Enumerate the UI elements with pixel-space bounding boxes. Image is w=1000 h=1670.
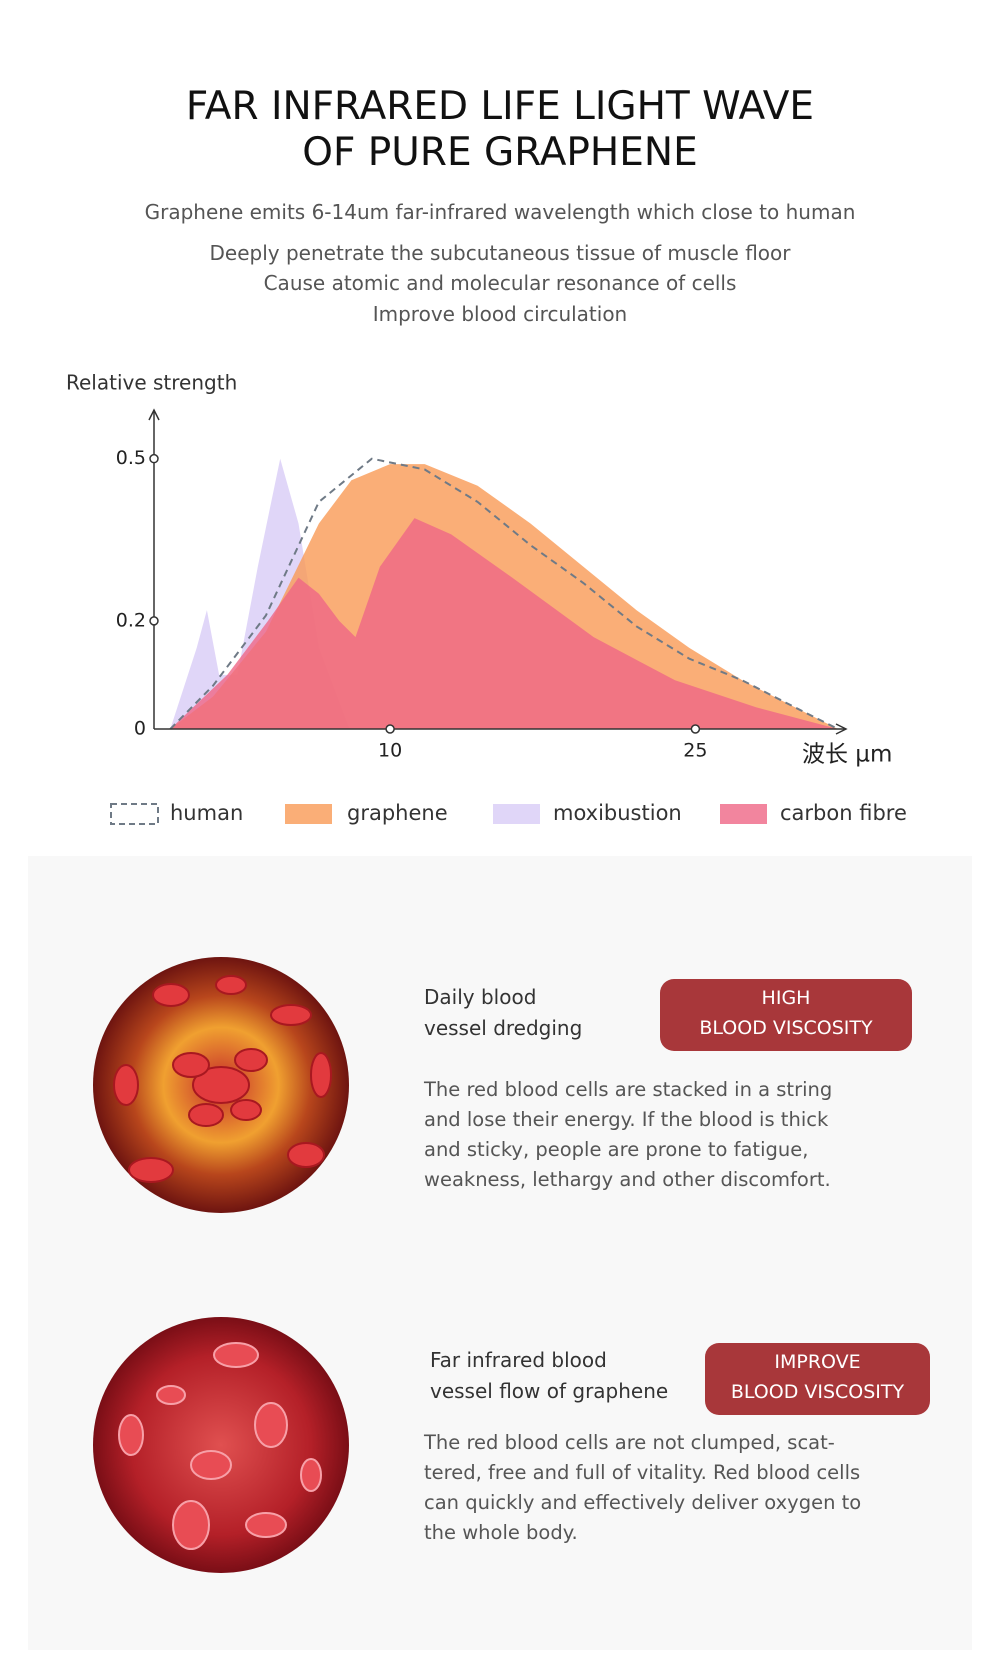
badge-line: BLOOD VISCOSITY bbox=[699, 1017, 873, 1039]
y-arrow bbox=[148, 408, 160, 421]
y-tick-label: 0 bbox=[134, 718, 146, 740]
legend-swatch bbox=[720, 804, 767, 824]
badge-line: BLOOD VISCOSITY bbox=[730, 1381, 905, 1403]
badge: HIGH BLOOD VISCOSITY bbox=[660, 979, 912, 1051]
text-line: the whole body. bbox=[424, 1521, 578, 1544]
x-tick-label: 25 bbox=[683, 740, 707, 762]
legend-swatch bbox=[110, 803, 159, 825]
x-unit-label: 波长 µm bbox=[802, 742, 892, 768]
legend-label: moxibustion bbox=[553, 801, 682, 825]
card-title-line: Daily blood bbox=[424, 985, 537, 1009]
text-line: and sticky, people are prone to fatigue, bbox=[424, 1138, 809, 1161]
legend-label: carbon fibre bbox=[780, 801, 907, 825]
card-title-line: Far infrared blood bbox=[430, 1348, 607, 1372]
line bbox=[169, 457, 839, 730]
text-line: The red blood cells are not clumped, sca… bbox=[424, 1431, 835, 1454]
x-tick-mark bbox=[385, 724, 395, 734]
text-line: The red blood cells are stacked in a str… bbox=[424, 1078, 833, 1101]
title-line: OF PURE GRAPHENE bbox=[302, 130, 698, 175]
badge-line: HIGH bbox=[761, 987, 811, 1009]
subtitle: Cause atomic and molecular resonance of … bbox=[263, 271, 737, 295]
area bbox=[170, 518, 838, 729]
badge: IMPROVE BLOOD VISCOSITY bbox=[705, 1343, 930, 1415]
y-tick-mark bbox=[149, 616, 159, 626]
card-title: Daily blood vessel dredging bbox=[424, 982, 582, 1044]
legend-label: graphene bbox=[347, 801, 448, 825]
card-text: The red blood cells are not clumped, sca… bbox=[424, 1428, 861, 1548]
y-axis-label: Relative strength bbox=[66, 371, 237, 395]
legend-swatch bbox=[285, 804, 332, 824]
y-tick-label: 0.2 bbox=[116, 609, 146, 631]
title-line: FAR INFRARED LIFE LIGHT WAVE bbox=[185, 84, 815, 129]
chart: Relative strength 波长 µm 0 0.2 0.5 10 25 huma… bbox=[66, 371, 907, 825]
subtitle: Deeply penetrate the subcutaneous tissue… bbox=[209, 241, 791, 265]
card-title: Far infrared blood vessel flow of graphe… bbox=[430, 1345, 668, 1407]
x-tick-label: 10 bbox=[378, 740, 402, 762]
text-line: can quickly and effectively deliver oxyg… bbox=[424, 1491, 862, 1514]
card-text: The red blood cells are stacked in a str… bbox=[424, 1075, 832, 1195]
card-title-line: vessel dredging bbox=[424, 1016, 583, 1040]
y-tick-mark bbox=[149, 453, 159, 464]
badge-line: IMPROVE bbox=[774, 1351, 861, 1373]
y-tick-label: 0.5 bbox=[116, 447, 146, 469]
text-line: tered, free and full of vitality. Red bl… bbox=[424, 1461, 861, 1484]
subtitle: Improve blood circulation bbox=[372, 302, 628, 326]
title: FAR INFRARED LIFE LIGHT WAVE OF PURE GRA… bbox=[0, 84, 1000, 176]
text-line: and lose their energy. If the blood is t… bbox=[424, 1108, 829, 1131]
card-title-line: vessel flow of graphene bbox=[430, 1379, 669, 1403]
x-tick-mark bbox=[690, 724, 701, 734]
text-line: weakness, lethargy and other discomfort. bbox=[424, 1168, 831, 1191]
blood-image-2 bbox=[93, 1317, 349, 1573]
blood-image-1 bbox=[93, 957, 349, 1213]
x-arrow bbox=[835, 723, 848, 735]
legend-label: human bbox=[170, 801, 243, 825]
subtitle: Graphene emits 6-14um far-infrared wavel… bbox=[144, 200, 856, 224]
legend-swatch bbox=[493, 804, 540, 824]
